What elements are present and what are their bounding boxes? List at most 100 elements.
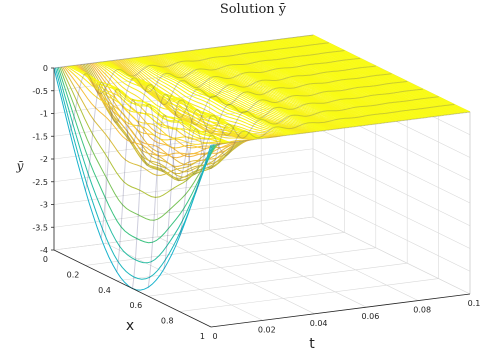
surface-line (301, 36, 459, 114)
surface-line (63, 66, 222, 157)
surface-line (255, 41, 413, 120)
surface-line (222, 46, 380, 125)
surface-line (204, 48, 363, 127)
surface-line (237, 44, 396, 122)
surface-line (286, 37, 445, 116)
surface-line (271, 39, 429, 118)
surface-line (83, 63, 242, 182)
surface-line (252, 42, 410, 121)
surface-mesh-line (100, 57, 361, 239)
surface-line (216, 46, 374, 125)
surface-line (299, 36, 458, 115)
surface-line (311, 34, 469, 113)
surface-line (233, 44, 392, 123)
floor-grid-x (179, 278, 439, 312)
wall2-grid-z (312, 216, 471, 295)
x-tick-label: 0.2 (67, 270, 80, 279)
surface-line (157, 54, 315, 133)
surface-line (56, 67, 215, 264)
surface-line (163, 53, 321, 132)
surface-line (122, 58, 281, 137)
surface-mesh-line (179, 96, 439, 237)
surface-line (190, 50, 348, 129)
surface-line (230, 44, 389, 123)
surface-line (217, 46, 376, 125)
surface-line (200, 48, 359, 127)
floor-grid-t (209, 229, 367, 308)
floor-grid-x (85, 232, 345, 266)
surface-line (102, 61, 261, 140)
z-tick-label: -1 (40, 110, 48, 119)
wall2-grid-z (312, 125, 471, 204)
surface-line (135, 57, 294, 136)
surface-line (165, 53, 324, 132)
x-tick-labels: 0 0.2 0.4 0.6 0.8 1 (43, 255, 205, 341)
surface-line (154, 54, 312, 133)
surface-line (191, 49, 350, 128)
surface-line (305, 35, 464, 114)
surface-line (62, 66, 220, 176)
surface-line (164, 53, 323, 132)
surface-line (220, 46, 379, 125)
surface-line (203, 48, 361, 127)
t-tick-labels: 0 0.02 0.04 0.06 0.08 0.1 (212, 299, 480, 341)
x-axis-line (53, 249, 212, 328)
surface-line (291, 37, 449, 116)
floor-grid-x (148, 262, 408, 297)
surface-line (69, 65, 228, 144)
surface-line (196, 49, 354, 128)
surface-line (275, 39, 433, 118)
surface-line (298, 36, 456, 115)
x-tick-label: 0.6 (129, 301, 142, 310)
surface-line (96, 62, 255, 140)
surface-line (128, 58, 286, 136)
t-tick-label: 0 (212, 332, 217, 341)
surface-wireframe (53, 34, 471, 291)
surface-line (223, 45, 382, 124)
surface-line (260, 41, 419, 120)
x-tick-label: 0.8 (161, 317, 174, 326)
surface-line (98, 61, 256, 140)
wall-grid-z (53, 148, 314, 183)
surface-line (266, 40, 425, 119)
z-tick-label: -2 (40, 155, 48, 164)
surface-line (210, 47, 369, 126)
surface-line (285, 38, 443, 116)
surface-line (312, 34, 471, 113)
surface-line (68, 65, 226, 144)
surface-line (288, 37, 446, 116)
surface-line (253, 42, 412, 120)
x-axis-label: x (126, 318, 134, 334)
surface-line (236, 44, 394, 123)
surface-mesh-line (194, 103, 455, 194)
surface-line (232, 44, 390, 123)
surface-line (272, 39, 430, 118)
wall-grid-z (53, 216, 314, 251)
surface-line (306, 35, 465, 114)
surface-line (132, 57, 291, 136)
surface-line (201, 48, 360, 127)
surface-line (73, 64, 232, 143)
surface-line (240, 43, 399, 122)
z-axis-label: ȳ (16, 159, 24, 173)
surface-line (302, 35, 461, 114)
surface-line (79, 64, 238, 168)
surface-line (247, 42, 406, 121)
t-tick-label: 0.02 (258, 325, 276, 334)
surface-line (259, 41, 418, 120)
surface-line (111, 60, 269, 139)
wall2-grid-z (312, 193, 471, 272)
surface-line (258, 41, 416, 120)
surface-line (101, 61, 259, 140)
surface-line (184, 50, 343, 129)
surface-line (95, 62, 253, 141)
surface-line (227, 45, 386, 124)
surface-line (131, 57, 289, 136)
z-tick-label: 0 (43, 64, 48, 73)
surface-line (125, 58, 284, 137)
floor-grid-t (105, 243, 263, 321)
surface-line (186, 50, 344, 129)
surface-line (239, 43, 397, 122)
surface-line (242, 43, 400, 122)
surface-line (57, 67, 216, 244)
